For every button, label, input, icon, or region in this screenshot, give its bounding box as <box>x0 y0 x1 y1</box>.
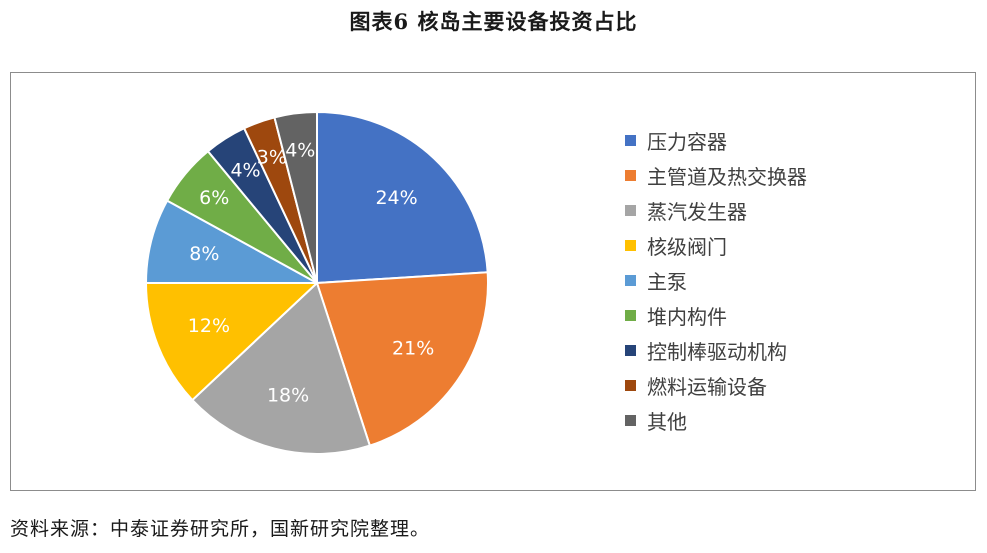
slice-data-label: 8% <box>189 243 219 265</box>
legend-label: 主管道及热交换器 <box>647 165 807 189</box>
chart-title: 图表6 核岛主要设备投资占比 <box>349 9 638 34</box>
legend-label: 蒸汽发生器 <box>647 200 747 224</box>
legend-item: 压力容器 <box>625 123 807 158</box>
slice-data-label: 4% <box>285 140 315 162</box>
slice-data-label: 4% <box>230 159 260 181</box>
legend-swatch <box>625 415 636 426</box>
pie-slice <box>190 281 372 455</box>
legend-label: 燃料运输设备 <box>647 375 767 399</box>
pie-chart: 24%21%18%12%8%6%4%3%4% <box>144 110 489 455</box>
legend-swatch <box>625 135 636 146</box>
slice-data-label: 6% <box>199 187 229 209</box>
legend-swatch <box>625 205 636 216</box>
legend-label: 堆内构件 <box>647 305 727 329</box>
slice-data-label: 12% <box>188 315 230 337</box>
pie-slice <box>273 110 318 284</box>
legend-item: 其他 <box>625 403 807 438</box>
pie-slice <box>316 110 489 285</box>
slice-data-label: 24% <box>375 187 417 209</box>
legend-label: 控制棒驱动机构 <box>647 340 787 364</box>
legend-label: 其他 <box>647 410 687 434</box>
legend-swatch <box>625 170 636 181</box>
legend-swatch <box>625 380 636 391</box>
legend-item: 核级阀门 <box>625 228 807 263</box>
legend-item: 主泵 <box>625 263 807 298</box>
pie-slice <box>315 271 489 447</box>
slice-data-label: 21% <box>392 337 434 359</box>
legend-swatch <box>625 310 636 321</box>
legend-swatch <box>625 240 636 251</box>
slice-data-label: 18% <box>267 385 309 407</box>
chart-legend: 压力容器主管道及热交换器 蒸汽发生器核级阀门主泵堆内构件控制棒驱动机构 燃料运输设备… <box>625 123 807 438</box>
legend-swatch <box>625 345 636 356</box>
legend-item: 蒸汽发生器 <box>625 193 807 228</box>
slice-data-label: 3% <box>257 147 287 169</box>
legend-item: 主管道及热交换器 <box>625 158 807 193</box>
legend-swatch <box>625 275 636 286</box>
chart-area: 24% 21% 18% 12% 8% 6% 4% 3% 4% 压力容器 主管道及热交换器 蒸汽发生器… <box>10 72 976 491</box>
legend-item: 堆内构件 <box>625 298 807 333</box>
pie-slice <box>144 282 320 402</box>
legend-label: 压力容器 <box>647 130 727 154</box>
legend-item: 燃料运输设备 <box>625 368 807 403</box>
legend-item: 控制棒驱动机构 <box>625 333 807 368</box>
legend-label: 主泵 <box>647 270 687 294</box>
legend-label: 核级阀门 <box>647 235 727 259</box>
source-note: 资料来源：中泰证券研究所，国新研究院整理。 <box>10 518 431 540</box>
